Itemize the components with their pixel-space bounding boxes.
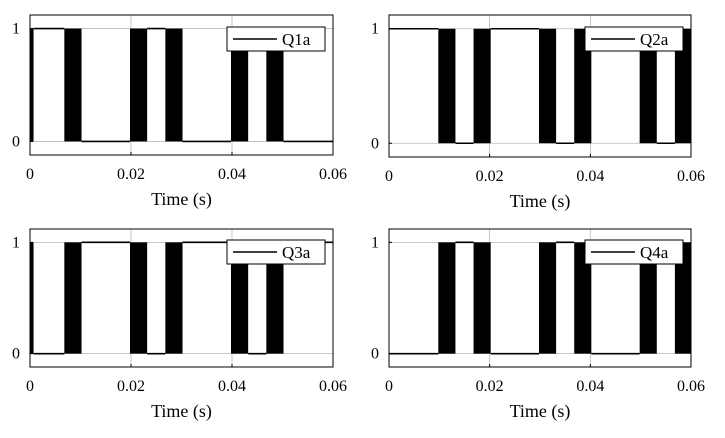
axes-frame (388, 228, 692, 368)
y-tick-label: 1 (12, 234, 20, 251)
x-tick-label: 0.04 (576, 168, 604, 185)
switching-block (438, 28, 456, 144)
switching-block (438, 242, 456, 354)
x-tick-label: 0.06 (319, 166, 347, 183)
x-tick-label: 0.02 (476, 378, 504, 395)
x-tick-label: 0.02 (476, 168, 504, 185)
x-tick-label: 0 (385, 378, 393, 395)
axes-frame (29, 14, 334, 156)
switching-block (538, 242, 557, 354)
chart-panel-4: 0 0.02 0.04 0.06 0 1 Time (s) Q4a (371, 228, 705, 422)
switching-block (674, 242, 691, 354)
x-axis-label: Time (s) (510, 401, 571, 422)
axes-frame (388, 14, 692, 158)
switching-block (538, 28, 557, 144)
switching-block (266, 28, 284, 142)
y-tick-label: 1 (371, 21, 379, 38)
switching-block (230, 242, 249, 354)
legend: Q1a (226, 26, 326, 52)
x-axis-label: Time (s) (510, 191, 571, 212)
x-axis-label: Time (s) (151, 401, 212, 422)
x-tick-label: 0 (26, 166, 34, 183)
series-Q4a (389, 241, 691, 355)
switching-block (674, 28, 691, 144)
x-tick-label: 0.02 (117, 378, 145, 395)
switching-block (473, 242, 491, 354)
legend-label: Q4a (640, 243, 669, 262)
switching-block (574, 28, 592, 144)
axes-frame (29, 228, 334, 368)
y-tick-label: 1 (12, 21, 20, 38)
switching-block (473, 28, 491, 144)
chart-panel-1: 0 0.02 0.04 0.06 0 1 Time (s) Q1a (12, 14, 347, 210)
switching-block (230, 28, 249, 142)
x-tick-label: 0.06 (677, 168, 705, 185)
x-tick-label: 0 (26, 378, 34, 395)
y-tick-label: 1 (371, 234, 379, 251)
legend-label: Q2a (640, 30, 669, 49)
switching-block (64, 242, 82, 354)
chart-panel-3: 0 0.02 0.04 0.06 0 1 Time (s) Q3a (12, 228, 347, 422)
x-tick-label: 0.02 (117, 166, 145, 183)
legend: Q4a (584, 239, 684, 265)
switching-block (266, 242, 284, 354)
x-axis-label: Time (s) (151, 189, 212, 210)
x-tick-label: 0.04 (218, 166, 246, 183)
legend-label: Q1a (282, 30, 311, 49)
switching-block (165, 28, 183, 142)
switching-block (64, 28, 82, 142)
y-tick-label: 0 (12, 133, 20, 150)
x-tick-label: 0.04 (218, 378, 246, 395)
legend: Q2a (584, 26, 684, 52)
switching-block (129, 28, 148, 142)
series-Q2a (389, 27, 691, 145)
y-tick-label: 0 (371, 135, 379, 152)
series-Q3a (30, 241, 333, 355)
switching-block (165, 242, 183, 354)
switching-block (30, 28, 34, 142)
series-Q1a (30, 27, 333, 143)
switching-block (639, 242, 657, 354)
x-tick-label: 0.06 (319, 378, 347, 395)
legend: Q3a (226, 239, 326, 265)
x-tick-label: 0.06 (677, 378, 705, 395)
x-tick-label: 0 (385, 168, 393, 185)
x-tick-label: 0.04 (576, 378, 604, 395)
chart-panel-2: 0 0.02 0.04 0.06 0 1 Time (s) Q2a (371, 14, 705, 212)
switching-block (129, 242, 148, 354)
switching-block (639, 28, 657, 144)
switching-block (574, 242, 592, 354)
legend-label: Q3a (282, 243, 311, 262)
y-tick-label: 0 (12, 346, 20, 363)
y-tick-label: 0 (371, 346, 379, 363)
switching-block (30, 242, 34, 354)
